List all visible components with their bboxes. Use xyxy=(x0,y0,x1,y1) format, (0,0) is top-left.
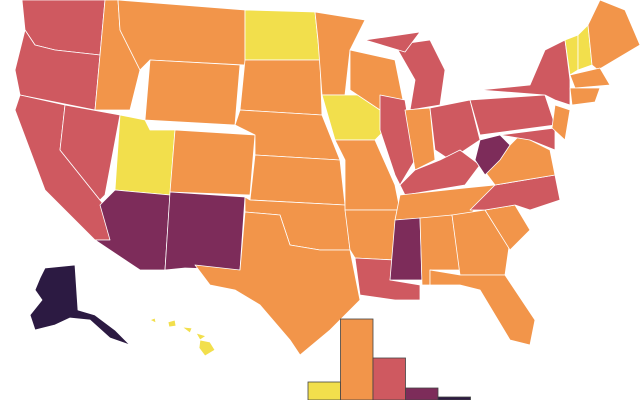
state xyxy=(429,99,481,161)
state xyxy=(364,31,421,53)
histogram-bar xyxy=(372,357,406,400)
state xyxy=(239,59,323,116)
state xyxy=(551,104,571,141)
state xyxy=(469,94,556,136)
state xyxy=(587,0,640,71)
state xyxy=(569,87,601,106)
state xyxy=(117,0,246,71)
histogram-bar xyxy=(405,387,439,400)
histogram-bar xyxy=(307,381,341,400)
state xyxy=(29,264,131,346)
state xyxy=(198,339,216,357)
histogram-bar xyxy=(437,396,471,400)
states xyxy=(14,0,640,357)
state xyxy=(404,107,436,171)
state xyxy=(394,39,446,111)
state xyxy=(249,154,346,206)
state xyxy=(59,104,121,201)
state xyxy=(169,129,256,196)
state xyxy=(569,67,611,89)
state xyxy=(389,217,423,281)
state xyxy=(244,9,321,61)
state xyxy=(167,319,177,328)
state xyxy=(114,114,176,196)
state xyxy=(194,211,361,356)
histogram-bar xyxy=(340,318,374,400)
state xyxy=(479,39,571,106)
histogram-legend xyxy=(307,318,471,400)
state xyxy=(499,127,556,151)
state xyxy=(144,59,241,126)
state xyxy=(195,332,207,341)
state xyxy=(344,209,401,261)
state xyxy=(164,191,246,271)
state xyxy=(149,317,157,324)
state xyxy=(429,269,536,346)
state xyxy=(181,326,193,334)
